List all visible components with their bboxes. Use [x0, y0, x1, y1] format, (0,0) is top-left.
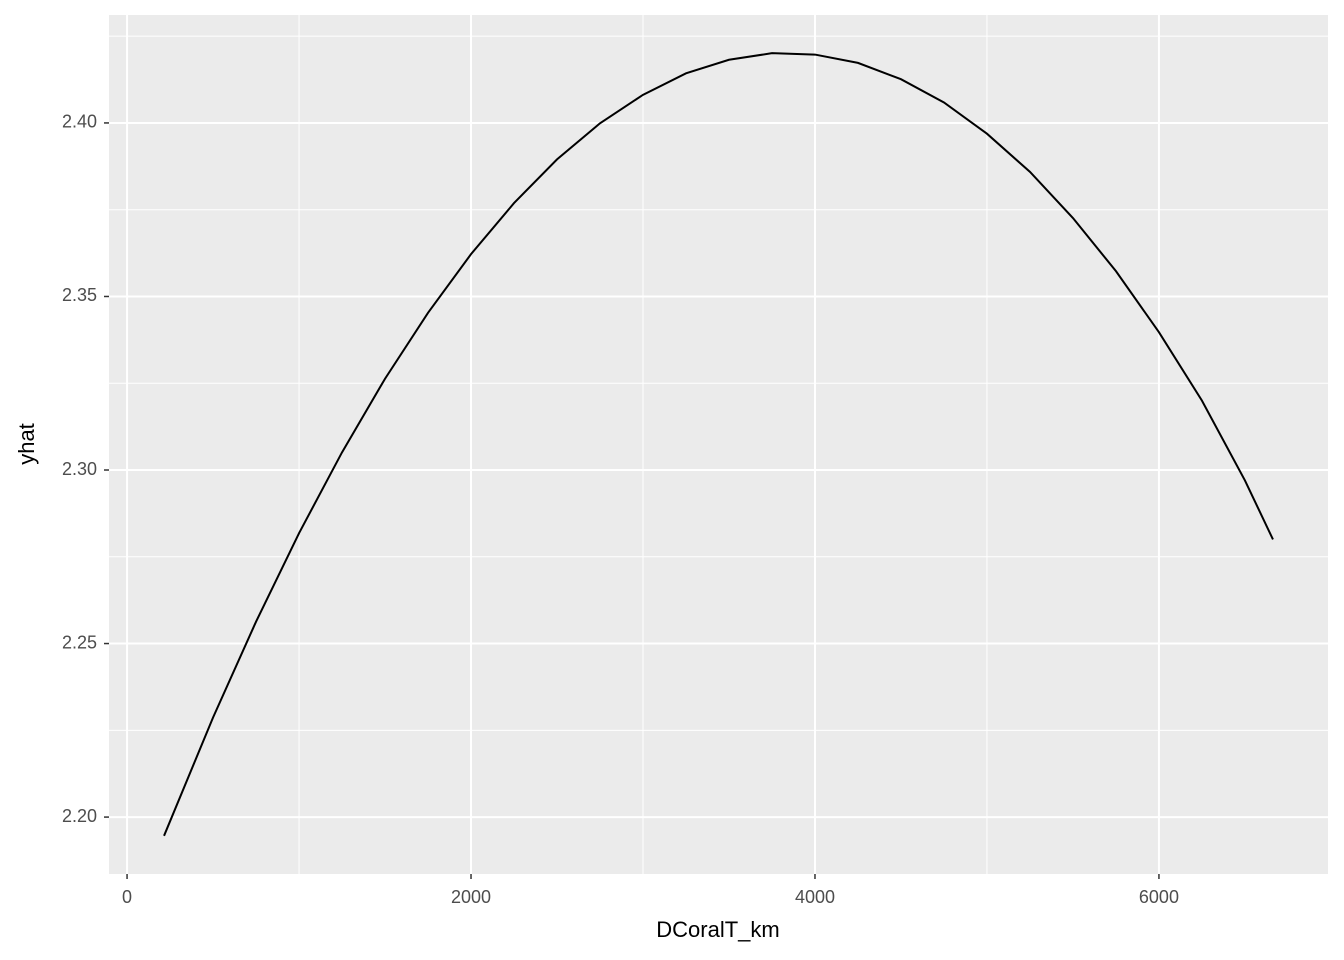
- x-axis-title: DCoralT_km: [656, 917, 779, 942]
- panel: [109, 15, 1328, 874]
- y-tick-label: 2.20: [62, 806, 97, 826]
- y-tick-label: 2.40: [62, 112, 97, 132]
- y-tick-label: 2.25: [62, 632, 97, 652]
- x-tick-label: 2000: [451, 887, 491, 907]
- y-tick-label: 2.35: [62, 285, 97, 305]
- x-tick-label: 6000: [1139, 887, 1179, 907]
- x-tick-label: 4000: [795, 887, 835, 907]
- y-axis-title: yhat: [14, 423, 39, 465]
- y-tick-label: 2.30: [62, 459, 97, 479]
- x-tick-label: 0: [122, 887, 132, 907]
- data-line: [163, 52, 1274, 837]
